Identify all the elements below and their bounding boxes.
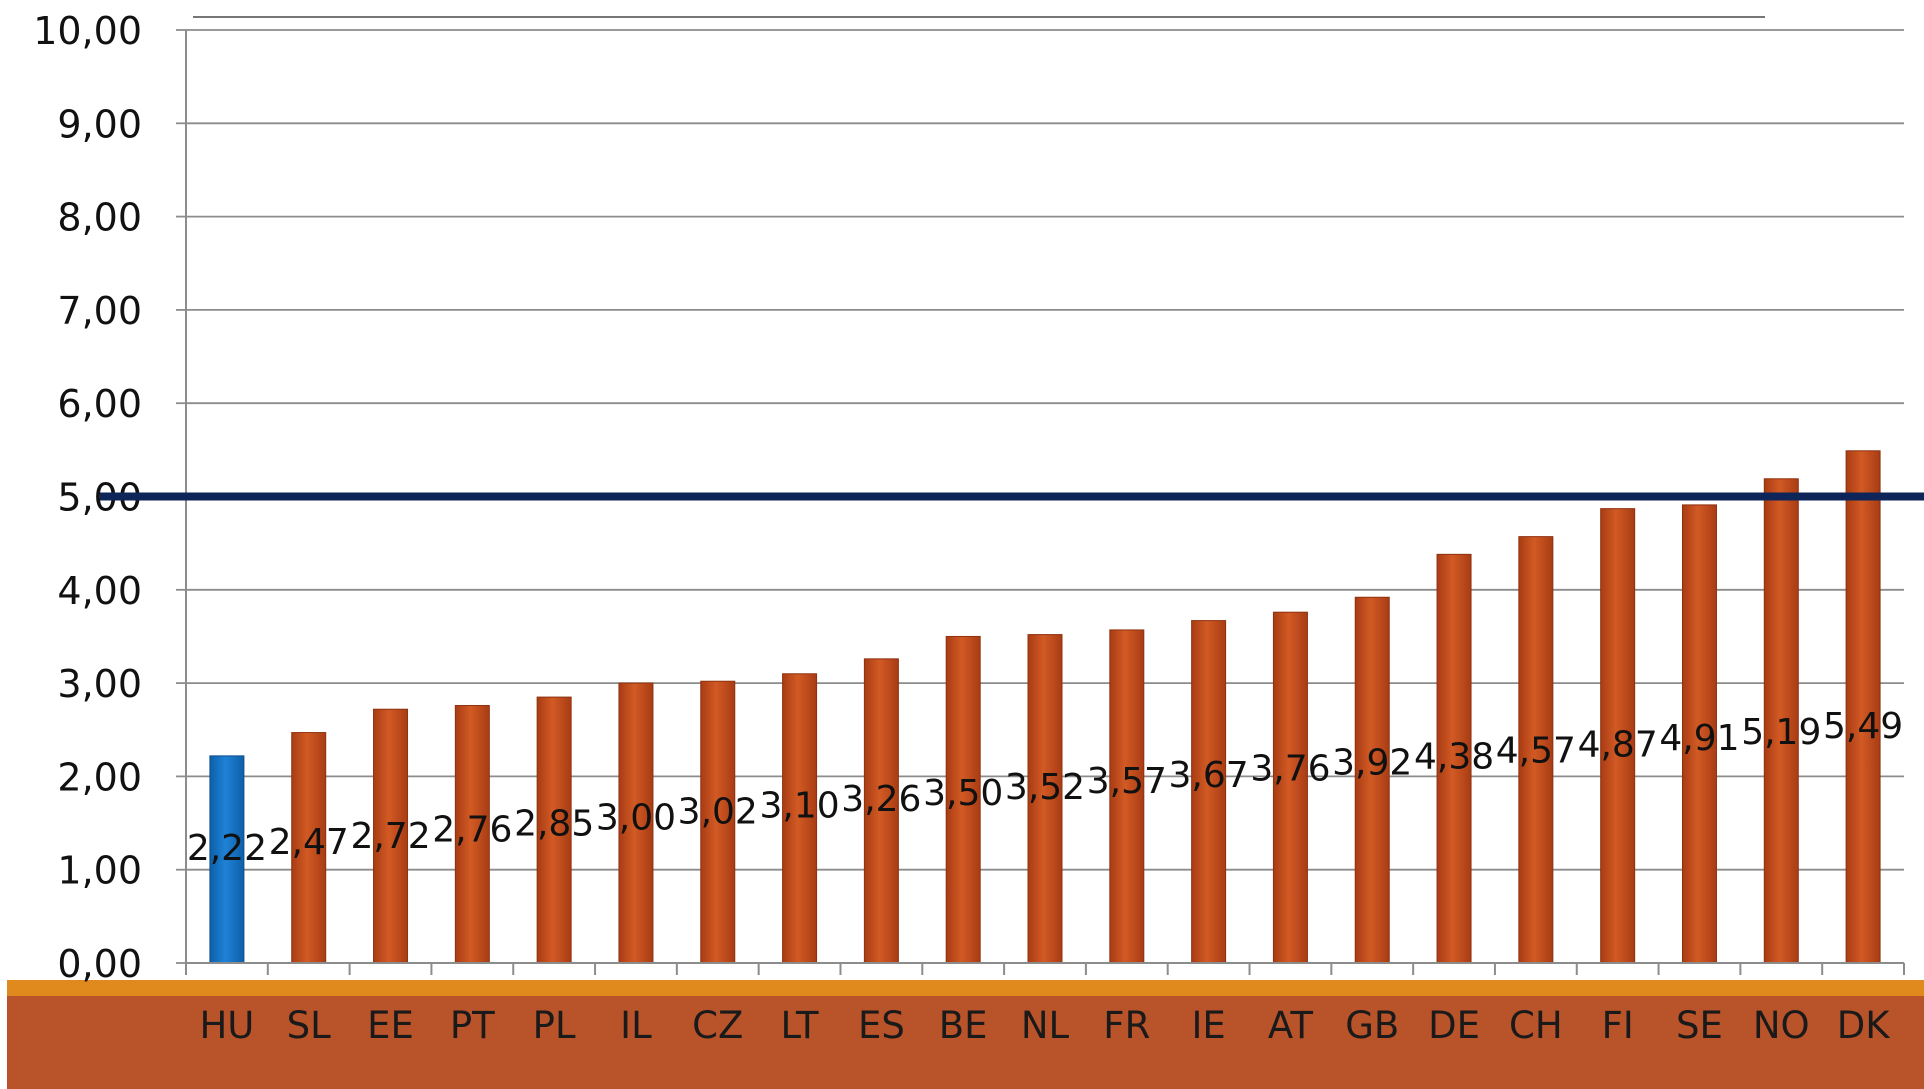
- bar-ee: [373, 708, 409, 964]
- value-label: 3,67: [1169, 755, 1249, 796]
- y-tick-label: 8,00: [57, 196, 142, 240]
- y-tick-label: 7,00: [57, 289, 142, 333]
- x-axis-tick-labels: HU SL EE PT PL IL CZ LT ES BE NL FR IE AT GB DE CH FI SE NO…: [199, 1004, 1891, 1047]
- x-tick-label: SE: [1676, 1004, 1723, 1047]
- value-label: 4,91: [1659, 718, 1739, 759]
- x-tick-label: IE: [1191, 1004, 1225, 1047]
- x-tick-label: FR: [1103, 1004, 1150, 1047]
- value-label: 5,19: [1741, 712, 1821, 753]
- value-label: 3,57: [1087, 761, 1167, 802]
- y-tick-label: 0,00: [57, 942, 142, 986]
- bar-at: [1272, 611, 1308, 964]
- x-tick-label: PT: [450, 1004, 495, 1047]
- y-tick-label: 9,00: [57, 102, 142, 146]
- bar-sl: [291, 732, 327, 964]
- value-label: 4,57: [1496, 730, 1576, 771]
- bar-cz: [700, 680, 736, 964]
- x-tick-label: EE: [367, 1004, 414, 1047]
- x-tick-label: BE: [939, 1004, 988, 1047]
- x-tick-label: GB: [1345, 1004, 1399, 1047]
- x-tick-label: AT: [1268, 1004, 1313, 1047]
- x-tick-label: DK: [1837, 1004, 1891, 1047]
- x-tick-label: PL: [533, 1004, 576, 1047]
- x-tick-label: IL: [620, 1004, 652, 1047]
- y-tick-label: 3,00: [57, 662, 142, 706]
- bars: [209, 450, 1881, 964]
- x-tick-label: SL: [287, 1004, 331, 1047]
- x-tick-label: NL: [1021, 1004, 1070, 1047]
- bar-gb: [1354, 596, 1390, 964]
- y-tick-label: 2,00: [57, 755, 142, 799]
- value-label: 4,38: [1414, 737, 1494, 778]
- value-label: 2,76: [432, 810, 512, 851]
- bar-lt: [782, 673, 818, 964]
- x-tick-label: HU: [199, 1004, 254, 1047]
- value-label: 3,92: [1332, 743, 1412, 784]
- category-band: [7, 980, 1924, 1089]
- bar-es: [863, 658, 899, 964]
- bar-ie: [1191, 620, 1227, 964]
- x-tick-label: ES: [858, 1004, 905, 1047]
- bar-il: [618, 682, 654, 964]
- x-tick-label: CH: [1509, 1004, 1563, 1047]
- value-label: 5,49: [1823, 706, 1903, 747]
- y-tick-label: 1,00: [57, 849, 142, 893]
- bar-nl: [1027, 634, 1063, 964]
- value-label: 2,85: [514, 804, 594, 845]
- value-labels: 2,22 2,47 2,72 2,76 2,85 3,00 3,02 3,10 3,26 3,50…: [187, 706, 1903, 869]
- x-tick-label: CZ: [692, 1004, 743, 1047]
- value-label: 3,50: [923, 773, 1003, 814]
- bar-fr: [1109, 629, 1145, 964]
- x-tick-label: LT: [781, 1004, 820, 1047]
- value-label: 2,47: [269, 822, 349, 863]
- y-tick-label: 10,00: [33, 9, 142, 53]
- value-label: 3,26: [841, 779, 921, 820]
- value-label: 3,52: [1005, 767, 1085, 808]
- bar-se: [1681, 504, 1717, 964]
- bar-pt: [454, 704, 490, 964]
- value-label: 4,87: [1578, 724, 1658, 765]
- x-tick-label: DE: [1428, 1004, 1480, 1047]
- x-tick-label: FI: [1602, 1004, 1634, 1047]
- bar-de: [1436, 553, 1472, 964]
- y-axis-tick-labels: 0,001,002,003,004,005,006,007,008,009,00…: [33, 9, 142, 986]
- bar-ch: [1518, 536, 1554, 964]
- y-tick-label: 4,00: [57, 569, 142, 613]
- y-tick-label: 6,00: [57, 382, 142, 426]
- x-tick-label: NO: [1753, 1004, 1810, 1047]
- value-label: 2,22: [187, 828, 267, 869]
- value-label: 3,10: [759, 785, 839, 826]
- bar-be: [945, 635, 981, 964]
- value-label: 3,02: [678, 791, 758, 832]
- value-label: 3,00: [596, 798, 676, 839]
- category-band-top-stripe: [7, 980, 1924, 996]
- bar-pl: [536, 696, 572, 964]
- value-label: 3,76: [1250, 749, 1330, 790]
- value-label: 2,72: [350, 816, 430, 857]
